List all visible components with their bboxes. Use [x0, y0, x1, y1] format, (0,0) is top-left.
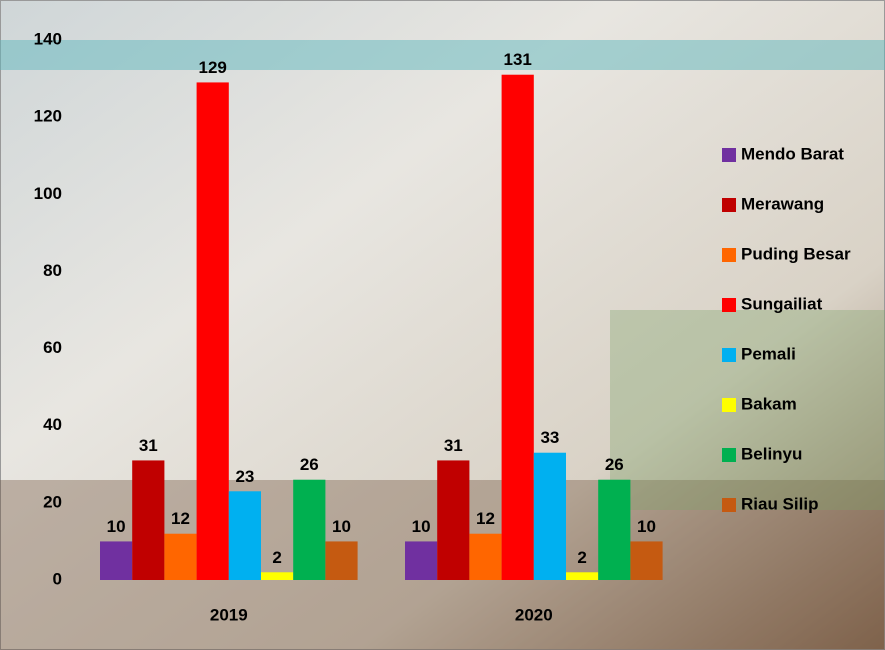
value-label: 2: [577, 548, 586, 567]
bar: [630, 541, 662, 580]
y-tick-label: 0: [53, 569, 62, 588]
value-label: 129: [199, 58, 227, 77]
y-tick-label: 20: [43, 492, 62, 511]
chart: 0 20 40 60 80 100 120 140 2019 10 31 12 129 23 2 26 10 20…: [0, 0, 885, 650]
value-label: 31: [139, 436, 158, 455]
x-tick-label: 2019: [210, 605, 248, 624]
legend-label: Riau Silip: [741, 494, 818, 513]
bar: [566, 572, 598, 580]
background-beam: [0, 40, 885, 70]
chart-container: 0 20 40 60 80 100 120 140 2019 10 31 12 129 23 2 26 10 20…: [0, 0, 885, 650]
value-label: 31: [444, 436, 463, 455]
legend-swatch: [722, 398, 736, 412]
legend-swatch: [722, 348, 736, 362]
legend-swatch: [722, 298, 736, 312]
legend-label: Bakam: [741, 394, 797, 413]
legend-label: Mendo Barat: [741, 144, 844, 163]
value-label: 131: [504, 50, 532, 69]
value-label: 10: [637, 517, 656, 536]
value-label: 10: [107, 517, 126, 536]
legend-label: Puding Besar: [741, 244, 851, 263]
legend-swatch: [722, 448, 736, 462]
bar: [437, 460, 469, 580]
legend-label: Merawang: [741, 194, 824, 213]
value-label: 2: [272, 548, 281, 567]
bar: [502, 75, 534, 580]
legend-label: Belinyu: [741, 444, 802, 463]
y-tick-label: 120: [34, 107, 62, 126]
bar: [293, 480, 325, 580]
bar: [469, 534, 501, 580]
value-label: 23: [235, 467, 254, 486]
x-tick-label: 2020: [515, 605, 553, 624]
legend-label: Sungailiat: [741, 294, 823, 313]
legend-swatch: [722, 498, 736, 512]
bar: [100, 541, 132, 580]
bar: [325, 541, 357, 580]
y-tick-label: 60: [43, 338, 62, 357]
bar: [405, 541, 437, 580]
legend-swatch: [722, 198, 736, 212]
bar: [534, 453, 566, 580]
y-tick-label: 40: [43, 415, 62, 434]
value-label: 33: [540, 428, 559, 447]
value-label: 12: [476, 509, 495, 528]
value-label: 26: [605, 455, 624, 474]
y-tick-label: 140: [34, 29, 62, 48]
value-label: 10: [412, 517, 431, 536]
bar: [132, 460, 164, 580]
y-tick-label: 80: [43, 261, 62, 280]
legend-swatch: [722, 148, 736, 162]
value-label: 10: [332, 517, 351, 536]
bar: [261, 572, 293, 580]
bar: [598, 480, 630, 580]
value-label: 26: [300, 455, 319, 474]
value-label: 12: [171, 509, 190, 528]
legend-label: Pemali: [741, 344, 796, 363]
bar: [164, 534, 196, 580]
bar: [197, 82, 229, 580]
y-tick-label: 100: [34, 184, 62, 203]
legend-swatch: [722, 248, 736, 262]
bar: [229, 491, 261, 580]
